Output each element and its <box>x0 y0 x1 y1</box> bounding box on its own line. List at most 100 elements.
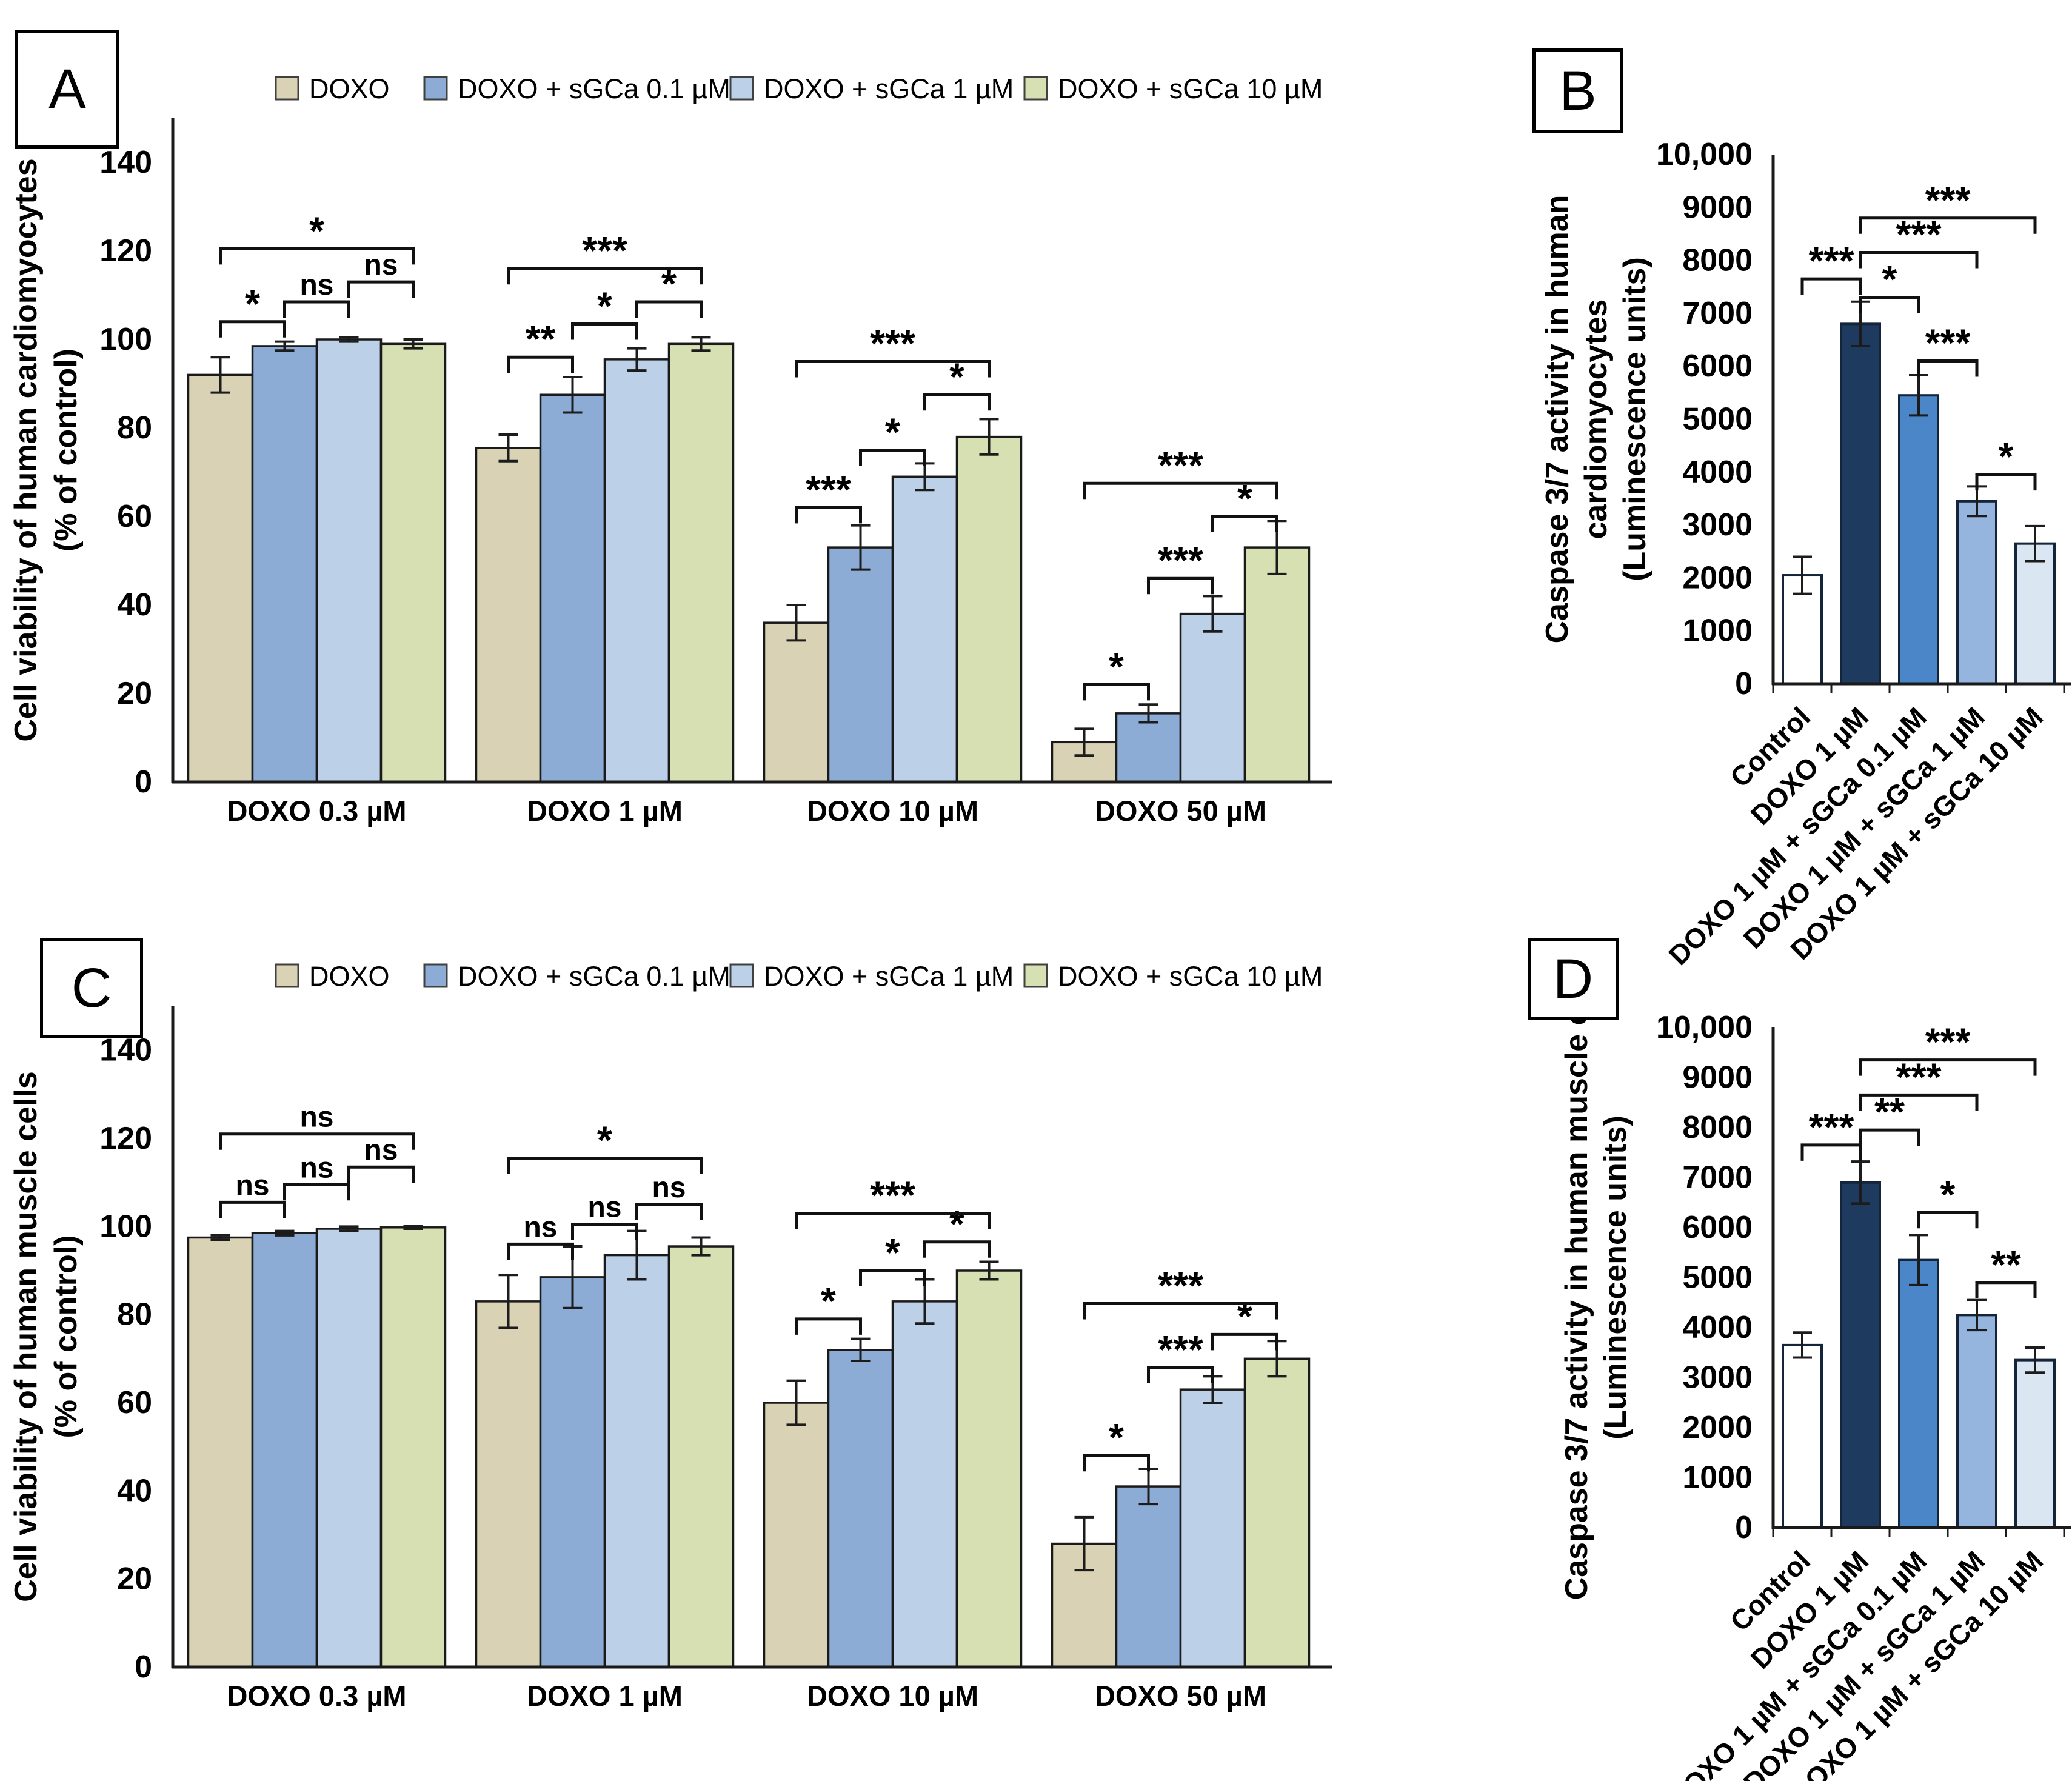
panel-a-plot: DOXO 0.3 µM DOXO 1 µM DOXO 10 µM DOXO 50 µM… <box>8 73 1332 827</box>
svg-text:80: 80 <box>117 410 152 446</box>
svg-text:1000: 1000 <box>1682 1460 1753 1495</box>
svg-text:*: * <box>245 282 260 326</box>
svg-text:Cell viability of human cardio: Cell viability of human cardiomyocytes <box>8 158 44 741</box>
svg-text:ns: ns <box>364 249 398 281</box>
svg-text:ns: ns <box>235 1169 269 1201</box>
svg-text:4000: 4000 <box>1682 455 1753 490</box>
svg-text:0: 0 <box>135 764 152 800</box>
svg-text:ns: ns <box>299 269 333 301</box>
svg-text:***: *** <box>1925 1020 1971 1064</box>
svg-text:***: *** <box>1896 213 1942 256</box>
svg-text:***: *** <box>1809 1105 1854 1149</box>
svg-text:0: 0 <box>1735 1510 1753 1545</box>
svg-text:140: 140 <box>99 145 152 180</box>
svg-text:cardiomyocytes: cardiomyocytes <box>1579 299 1614 540</box>
svg-text:1000: 1000 <box>1682 613 1753 649</box>
svg-text:6000: 6000 <box>1682 349 1753 384</box>
svg-text:Caspase 3/7 activity in human: Caspase 3/7 activity in human <box>1540 195 1575 644</box>
svg-text:***: *** <box>1158 1328 1203 1371</box>
svg-text:***: *** <box>1809 239 1854 282</box>
svg-text:6000: 6000 <box>1682 1210 1753 1245</box>
svg-text:DOXO + sGCa 10 µM: DOXO + sGCa 10 µM <box>1058 961 1323 992</box>
svg-text:0: 0 <box>1735 666 1753 701</box>
svg-text:100: 100 <box>99 322 152 357</box>
svg-text:***: *** <box>870 322 915 366</box>
svg-text:7000: 7000 <box>1682 296 1753 331</box>
svg-text:(Luminescence units): (Luminescence units) <box>1598 1115 1633 1440</box>
svg-text:ns: ns <box>587 1192 621 1224</box>
svg-text:9000: 9000 <box>1682 190 1753 225</box>
svg-text:DOXO 10 µM: DOXO 10 µM <box>807 1680 978 1712</box>
svg-text:140: 140 <box>99 1033 152 1068</box>
svg-text:ns: ns <box>652 1172 686 1204</box>
svg-text:***: *** <box>1158 1264 1203 1308</box>
svg-text:ns: ns <box>364 1134 398 1166</box>
svg-text:100: 100 <box>99 1209 152 1244</box>
svg-text:2000: 2000 <box>1682 560 1753 595</box>
svg-text:DOXO + sGCa 1 µM: DOXO + sGCa 1 µM <box>764 961 1014 992</box>
svg-text:***: *** <box>1925 178 1971 222</box>
svg-text:*: * <box>885 1231 900 1274</box>
svg-text:*: * <box>885 410 900 454</box>
svg-text:3000: 3000 <box>1682 507 1753 543</box>
svg-text:***: *** <box>1158 443 1203 487</box>
svg-text:**: ** <box>1874 1090 1905 1134</box>
svg-text:3000: 3000 <box>1682 1360 1753 1395</box>
svg-text:DOXO 1 µM: DOXO 1 µM <box>527 795 683 827</box>
svg-text:80: 80 <box>117 1297 152 1332</box>
svg-text:20: 20 <box>117 676 152 711</box>
svg-text:40: 40 <box>117 1473 152 1508</box>
svg-text:DOXO 0.3 µM: DOXO 0.3 µM <box>227 795 406 827</box>
svg-text:7000: 7000 <box>1682 1160 1753 1195</box>
panel-c-label: C <box>40 938 143 1038</box>
svg-text:***: *** <box>870 1174 915 1217</box>
svg-text:2000: 2000 <box>1682 1410 1753 1445</box>
svg-text:8000: 8000 <box>1682 243 1753 278</box>
svg-text:***: *** <box>806 467 851 511</box>
svg-text:0: 0 <box>135 1649 152 1685</box>
svg-text:4000: 4000 <box>1682 1310 1753 1345</box>
svg-text:5000: 5000 <box>1682 402 1753 437</box>
svg-text:ns: ns <box>299 1152 333 1184</box>
svg-text:***: *** <box>1896 1055 1942 1098</box>
svg-text:*: * <box>1999 435 2014 478</box>
panel-b-label: B <box>1532 48 1623 133</box>
svg-text:*: * <box>1109 1415 1124 1459</box>
svg-text:(Luminescence units): (Luminescence units) <box>1617 257 1653 581</box>
svg-text:*: * <box>1882 258 1897 301</box>
svg-text:DOXO + sGCa 10 µM: DOXO + sGCa 10 µM <box>1058 73 1323 104</box>
svg-text:DOXO 1 µM: DOXO 1 µM <box>527 1680 683 1712</box>
svg-text:ns: ns <box>299 1101 333 1134</box>
svg-text:***: *** <box>1925 321 1971 364</box>
svg-text:10,000: 10,000 <box>1656 1010 1753 1045</box>
panel-d-label: D <box>1528 938 1619 1020</box>
panel-a-label: A <box>15 30 119 149</box>
svg-text:Cell viability of human muscle: Cell viability of human muscle cells <box>8 1071 44 1602</box>
svg-text:*: * <box>821 1279 836 1323</box>
svg-text:60: 60 <box>117 499 152 534</box>
svg-text:(% of control): (% of control) <box>48 1235 84 1438</box>
svg-text:*: * <box>1109 644 1124 688</box>
panel-c-plot: DOXO 0.3 µM DOXO 1 µM DOXO 10 µM DOXO 50 µM… <box>8 961 1332 1712</box>
svg-text:9000: 9000 <box>1682 1060 1753 1095</box>
svg-text:DOXO: DOXO <box>309 961 390 992</box>
svg-text:8000: 8000 <box>1682 1110 1753 1145</box>
svg-text:*: * <box>949 1202 964 1246</box>
svg-text:10,000: 10,000 <box>1656 137 1753 172</box>
svg-text:20: 20 <box>117 1562 152 1597</box>
svg-text:60: 60 <box>117 1385 152 1420</box>
svg-text:5000: 5000 <box>1682 1260 1753 1295</box>
svg-text:DOXO 10 µM: DOXO 10 µM <box>807 795 978 827</box>
svg-text:DOXO 50 µM: DOXO 50 µM <box>1095 795 1266 827</box>
svg-text:Caspase 3/7 activity in human: Caspase 3/7 activity in human muscle cel… <box>1559 955 1594 1600</box>
svg-text:**: ** <box>526 317 556 361</box>
svg-text:DOXO 50 µM: DOXO 50 µM <box>1095 1680 1266 1712</box>
svg-text:*: * <box>1237 1294 1252 1338</box>
svg-text:**: ** <box>1991 1243 2021 1286</box>
svg-text:DOXO + sGCa 0.1 µM: DOXO + sGCa 0.1 µM <box>458 961 730 992</box>
svg-text:*: * <box>597 1118 612 1162</box>
